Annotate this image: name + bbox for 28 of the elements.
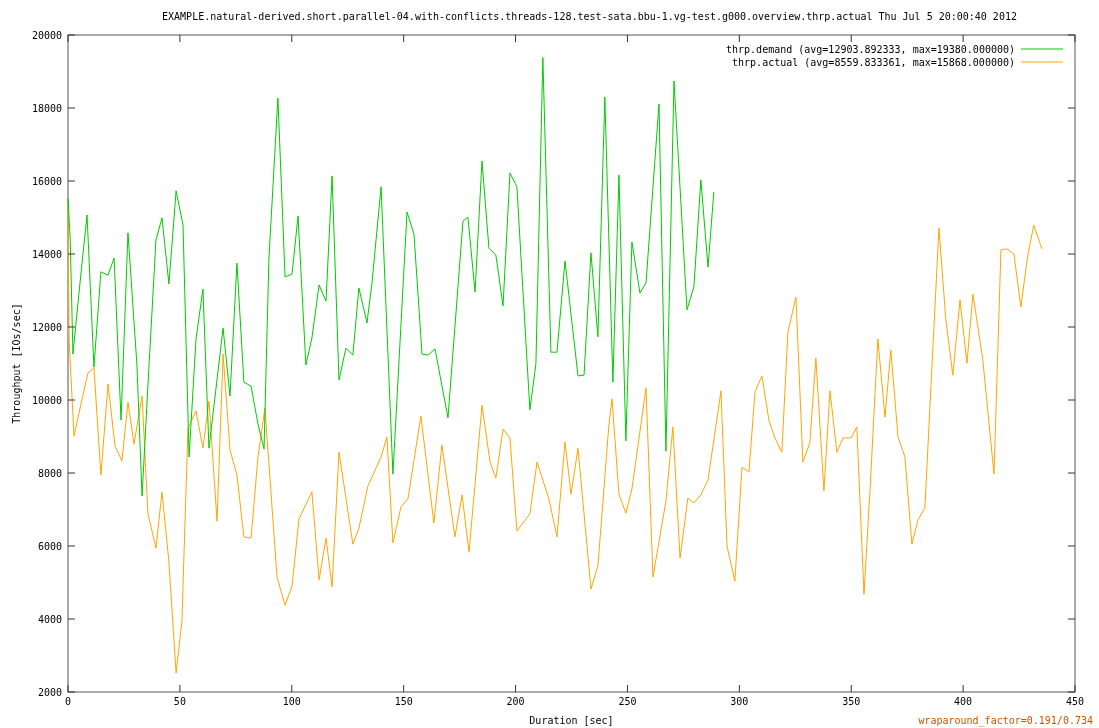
x-tick-label: 450 xyxy=(1065,696,1085,707)
x-tick-label: 100 xyxy=(282,696,301,707)
chart-title: EXAMPLE.natural-derived.short.parallel-04.with-conflicts.threads-128.test-sata.bbu-1.vg-test.g000.overview.thrp.actual Thu Jul 5 20:00:40 2012 xyxy=(162,11,1017,22)
x-tick-label: 250 xyxy=(618,696,637,707)
y-tick-label: 20000 xyxy=(31,30,62,41)
y-tick-label: 8000 xyxy=(37,468,62,479)
y-axis-title: Throughput [IOs/sec] xyxy=(11,303,22,424)
y-tick-label: 18000 xyxy=(31,103,62,114)
line-series xyxy=(67,203,1043,674)
x-tick-label: 200 xyxy=(506,696,525,707)
y-tick-label: 4000 xyxy=(37,614,62,625)
legend-label: thrp.actual (avg=8559.833361, max=15868.000000) xyxy=(732,57,1015,68)
y-tick-label: 16000 xyxy=(31,176,62,187)
y-tick-label: 2000 xyxy=(37,687,62,698)
y-tick-label: 10000 xyxy=(31,395,62,406)
x-tick-label: 400 xyxy=(954,696,973,707)
line-series xyxy=(67,57,715,497)
y-tick-label: 6000 xyxy=(37,541,62,552)
x-tick-label: 0 xyxy=(64,696,72,707)
legend-label: thrp.demand (avg=12903.892333, max=19380.000000) xyxy=(726,44,1015,55)
x-tick-label: 300 xyxy=(730,696,749,707)
x-tick-label: 350 xyxy=(842,696,861,707)
y-tick-label: 12000 xyxy=(31,322,62,333)
x-tick-label: 150 xyxy=(394,696,413,707)
text: wraparound_factor=0.191/0.734 xyxy=(918,715,1093,727)
x-axis-title: Duration [sec] xyxy=(529,715,614,726)
x-tick-label: 50 xyxy=(173,696,186,707)
y-tick-label: 14000 xyxy=(31,249,62,260)
